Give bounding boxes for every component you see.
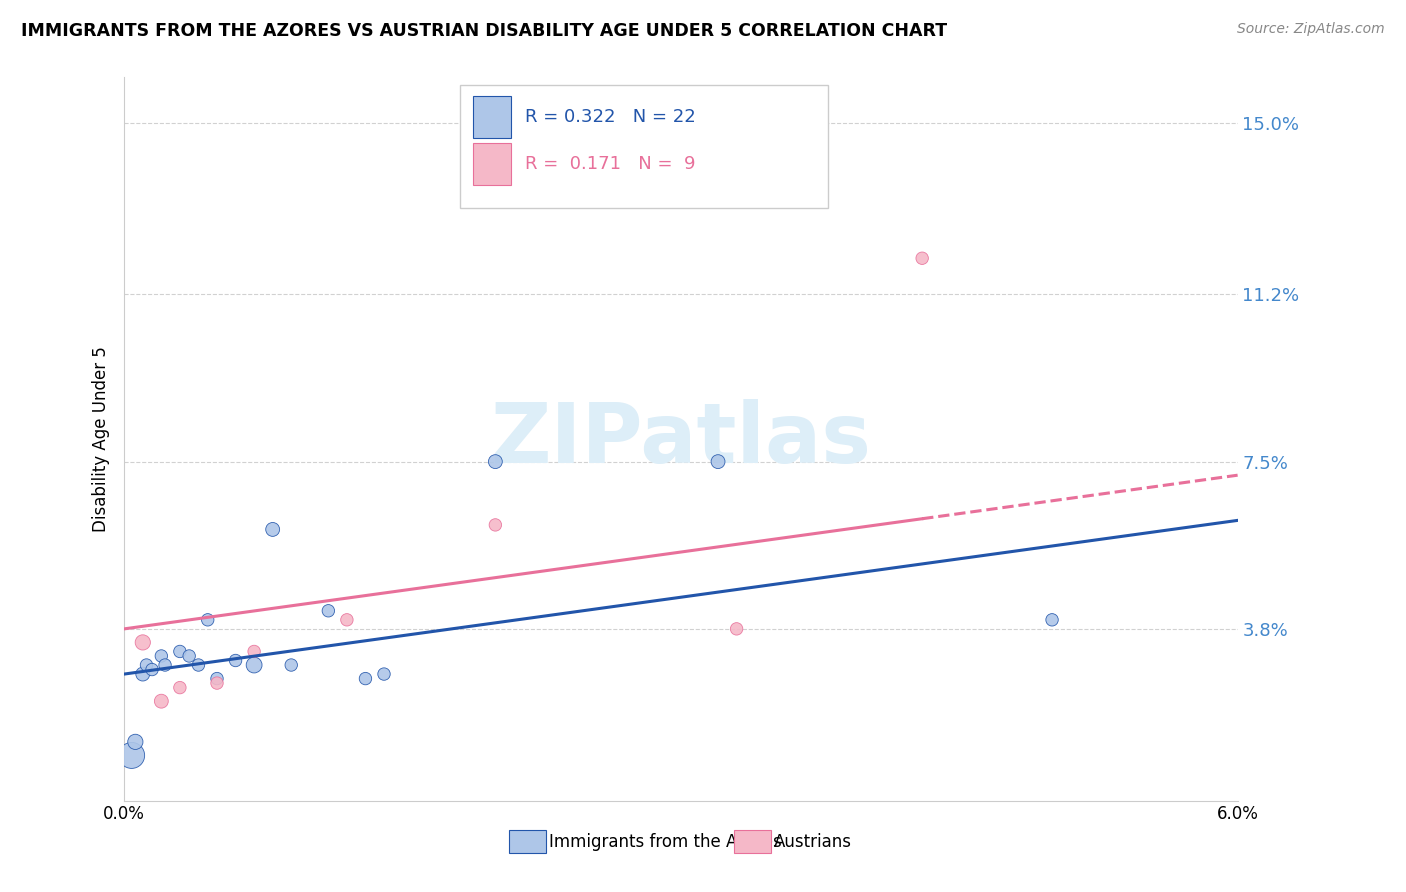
Point — [153, 658, 176, 673]
FancyBboxPatch shape — [472, 143, 510, 186]
Text: R =  0.171   N =  9: R = 0.171 N = 9 — [524, 155, 696, 173]
Point — [132, 667, 155, 681]
Text: R = 0.322   N = 22: R = 0.322 N = 22 — [524, 108, 696, 126]
Point — [354, 672, 377, 686]
Point — [1040, 613, 1063, 627]
Point — [135, 658, 157, 673]
Text: Source: ZipAtlas.com: Source: ZipAtlas.com — [1237, 22, 1385, 37]
Point — [141, 663, 163, 677]
Text: Austrians: Austrians — [773, 832, 852, 851]
Point — [911, 252, 934, 266]
Point — [280, 658, 302, 673]
FancyBboxPatch shape — [472, 95, 510, 138]
Point — [169, 644, 191, 658]
Point — [225, 653, 247, 667]
Point — [373, 667, 395, 681]
Point — [243, 644, 266, 658]
Point — [484, 455, 506, 469]
FancyBboxPatch shape — [461, 85, 828, 208]
Point — [725, 622, 748, 636]
Text: Immigrants from the Azores: Immigrants from the Azores — [548, 832, 782, 851]
Point — [124, 735, 146, 749]
Point — [187, 658, 209, 673]
Text: ZIPatlas: ZIPatlas — [491, 399, 872, 480]
Point — [484, 517, 506, 532]
Point — [336, 613, 359, 627]
Point — [318, 604, 340, 618]
Point — [205, 672, 228, 686]
Point — [169, 681, 191, 695]
Point — [197, 613, 219, 627]
Y-axis label: Disability Age Under 5: Disability Age Under 5 — [93, 346, 110, 532]
Point — [121, 748, 143, 763]
Point — [262, 523, 284, 537]
Point — [150, 648, 173, 663]
Point — [243, 658, 266, 673]
Point — [132, 635, 155, 649]
Point — [150, 694, 173, 708]
Text: IMMIGRANTS FROM THE AZORES VS AUSTRIAN DISABILITY AGE UNDER 5 CORRELATION CHART: IMMIGRANTS FROM THE AZORES VS AUSTRIAN D… — [21, 22, 948, 40]
Point — [179, 648, 201, 663]
Point — [707, 455, 730, 469]
Point — [205, 676, 228, 690]
